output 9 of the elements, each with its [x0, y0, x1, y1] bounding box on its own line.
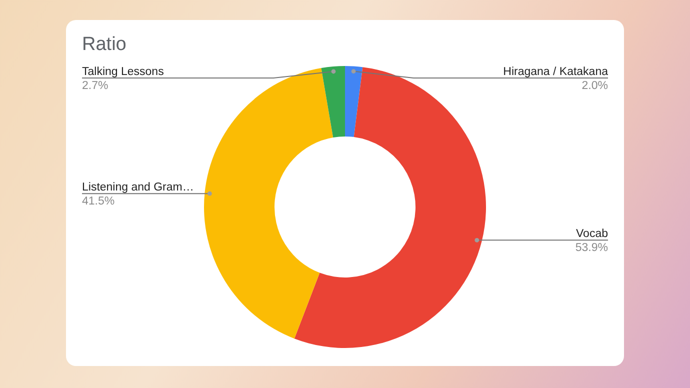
slice-label: Hiragana / Katakana	[503, 66, 609, 78]
chart-title: Ratio	[82, 34, 126, 56]
data-label: 41.5%	[82, 196, 115, 208]
slice-label: Listening and Gram…	[82, 182, 194, 194]
slice-label: Talking Lessons	[82, 66, 164, 78]
data-label: 53.9%	[575, 242, 608, 254]
slice-label: Vocab	[576, 228, 608, 240]
data-label: 2.7%	[82, 80, 108, 92]
data-label: 2.0%	[582, 80, 608, 92]
